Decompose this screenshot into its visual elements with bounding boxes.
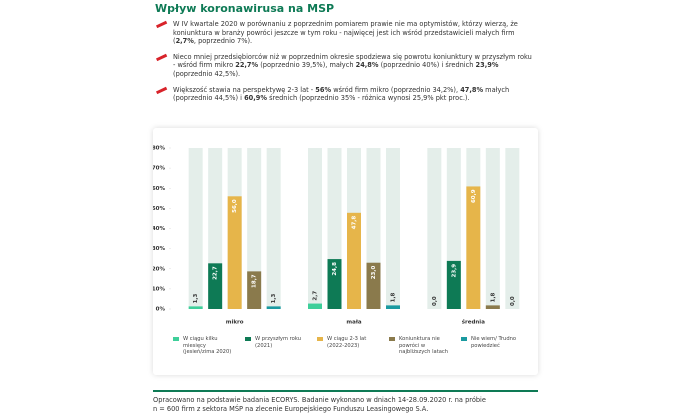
legend-label: W przyszłym roku (2021) [255, 336, 301, 349]
bar [247, 271, 262, 309]
bar-track [308, 148, 322, 309]
bar [485, 305, 500, 309]
bullet-list: W IV kwartale 2020 w porównaniu z poprze… [155, 20, 535, 110]
legend-item: Nie wiem/ Trudno powiedzieć [461, 336, 527, 356]
value-label: 1,8 [391, 292, 397, 302]
y-tick-label: 50% [153, 206, 165, 212]
chart-card: 0% 10% 20% 30% 40% 50% 60% 70% 80% mikro 1,3 22,7 56… [153, 128, 538, 375]
bullet-text: (poprzednio 40%) i średnich [378, 61, 476, 70]
value-label: 1,3 [193, 293, 199, 303]
bar-track [386, 148, 400, 309]
value-label: 0,0 [432, 296, 438, 306]
value-label: 23,0 [371, 266, 377, 280]
footer-line: n = 600 firm z sektora MŚP na zlecenie E… [153, 404, 429, 413]
bullet-text: Nieco mniej przedsiębiorców niż w poprze… [173, 52, 532, 70]
legend-label: Koniunktura nie powróci w najbliższych l… [399, 336, 449, 355]
legend-swatch [245, 337, 251, 341]
bar [386, 305, 400, 309]
y-tick-label: 40% [153, 226, 165, 232]
y-tick-label: 70% [153, 166, 165, 172]
value-label: 1,8 [490, 292, 496, 302]
value-label: 47,8 [352, 216, 358, 230]
footer-rule [153, 390, 538, 392]
bullet: Nieco mniej przedsiębiorców niż w poprze… [155, 53, 535, 79]
y-tick-label: 0% [156, 307, 166, 313]
bullet-highlight: 23,9% [475, 61, 499, 70]
bar-track [266, 148, 281, 309]
bullet-text: (poprzednio 42,5%). [173, 69, 241, 78]
value-label: 60,9 [471, 189, 477, 203]
bar [466, 186, 481, 309]
value-label: 56,0 [232, 199, 238, 213]
legend-swatch [389, 337, 395, 341]
bullet-text: małych (poprzednio 44,5%) i [173, 85, 510, 103]
value-label: 2,7 [313, 291, 319, 301]
bullet-highlight: 22,7% [235, 61, 259, 70]
y-tick-label: 30% [153, 246, 165, 252]
title: Wpływ koronawirusa na MSP [155, 2, 335, 15]
bar [308, 303, 322, 309]
bullet-text: Większość stawia na perspektywę 2-3 lat … [173, 85, 316, 94]
value-label: 1,3 [271, 293, 277, 303]
legend-label: W ciągu kilku miesięcy (jesień/zima 2020… [183, 336, 232, 355]
bar-track [188, 148, 203, 309]
footer-line: Opracowano na podstawie badania ECORYS. … [153, 396, 486, 404]
bar [266, 306, 281, 309]
value-label: 24,8 [332, 262, 338, 276]
legend: W ciągu kilku miesięcy (jesień/zima 2020… [173, 336, 533, 356]
bar-track [485, 148, 500, 309]
bullet-highlight: 56% [315, 85, 332, 94]
bar [208, 263, 223, 309]
bar-track [427, 148, 442, 309]
bullet: Większość stawia na perspektywę 2-3 lat … [155, 86, 535, 103]
bullet: W IV kwartale 2020 w porównaniu z poprze… [155, 20, 535, 46]
legend-swatch [317, 337, 323, 341]
value-label: 18,7 [252, 274, 258, 288]
bar-track [505, 148, 520, 309]
bullet-text: (poprzednio 39,5%), małych [258, 61, 356, 70]
legend-item: Koniunktura nie powróci w najbliższych l… [389, 336, 455, 356]
value-label: 22,7 [213, 266, 219, 280]
value-label: 23,9 [451, 264, 457, 278]
bullet-text: , poprzednio 7%). [193, 37, 253, 46]
y-tick-label: 10% [153, 286, 165, 292]
value-label: 0,0 [510, 296, 516, 306]
bullet-highlight: 24,8% [355, 61, 379, 70]
legend-item: W przyszłym roku (2021) [245, 336, 311, 356]
bar-track [247, 148, 262, 309]
bullet-highlight: 2,7% [175, 37, 194, 46]
bar [347, 212, 361, 309]
legend-swatch [173, 337, 179, 341]
bullet-highlight: 47,8% [460, 85, 484, 94]
bullet-text: średnich (poprzednio 35% - różnica wynos… [266, 94, 470, 103]
x-tick-label: mikro [226, 320, 244, 326]
x-tick-label: mała [346, 320, 361, 326]
bar [188, 306, 203, 309]
bar [227, 196, 242, 309]
bar [327, 259, 342, 309]
bullet-text: wśród firm mikro (poprzednio 34,2%), [331, 85, 461, 94]
legend-item: W ciągu 2-3 lat (2022-2023) [317, 336, 383, 356]
legend-label: Nie wiem/ Trudno powiedzieć [471, 336, 517, 349]
legend-label: W ciągu 2-3 lat (2022-2023) [327, 336, 367, 349]
legend-item: W ciągu kilku miesięcy (jesień/zima 2020… [173, 336, 239, 356]
bar [446, 260, 461, 309]
bullet-highlight: 60,9% [244, 94, 267, 103]
bar [366, 262, 381, 309]
y-tick-label: 60% [153, 186, 165, 192]
legend-swatch [461, 337, 467, 341]
y-tick-label: 20% [153, 266, 165, 272]
bullet-text: W IV kwartale 2020 w porównaniu z poprze… [173, 20, 518, 46]
chart: 0% 10% 20% 30% 40% 50% 60% 70% 80% mikro 1,3 22,7 56… [153, 146, 520, 326]
x-tick-label: średnia [462, 319, 485, 326]
y-tick-label: 80% [153, 146, 165, 152]
footer: Opracowano na podstawie badania ECORYS. … [153, 396, 486, 413]
